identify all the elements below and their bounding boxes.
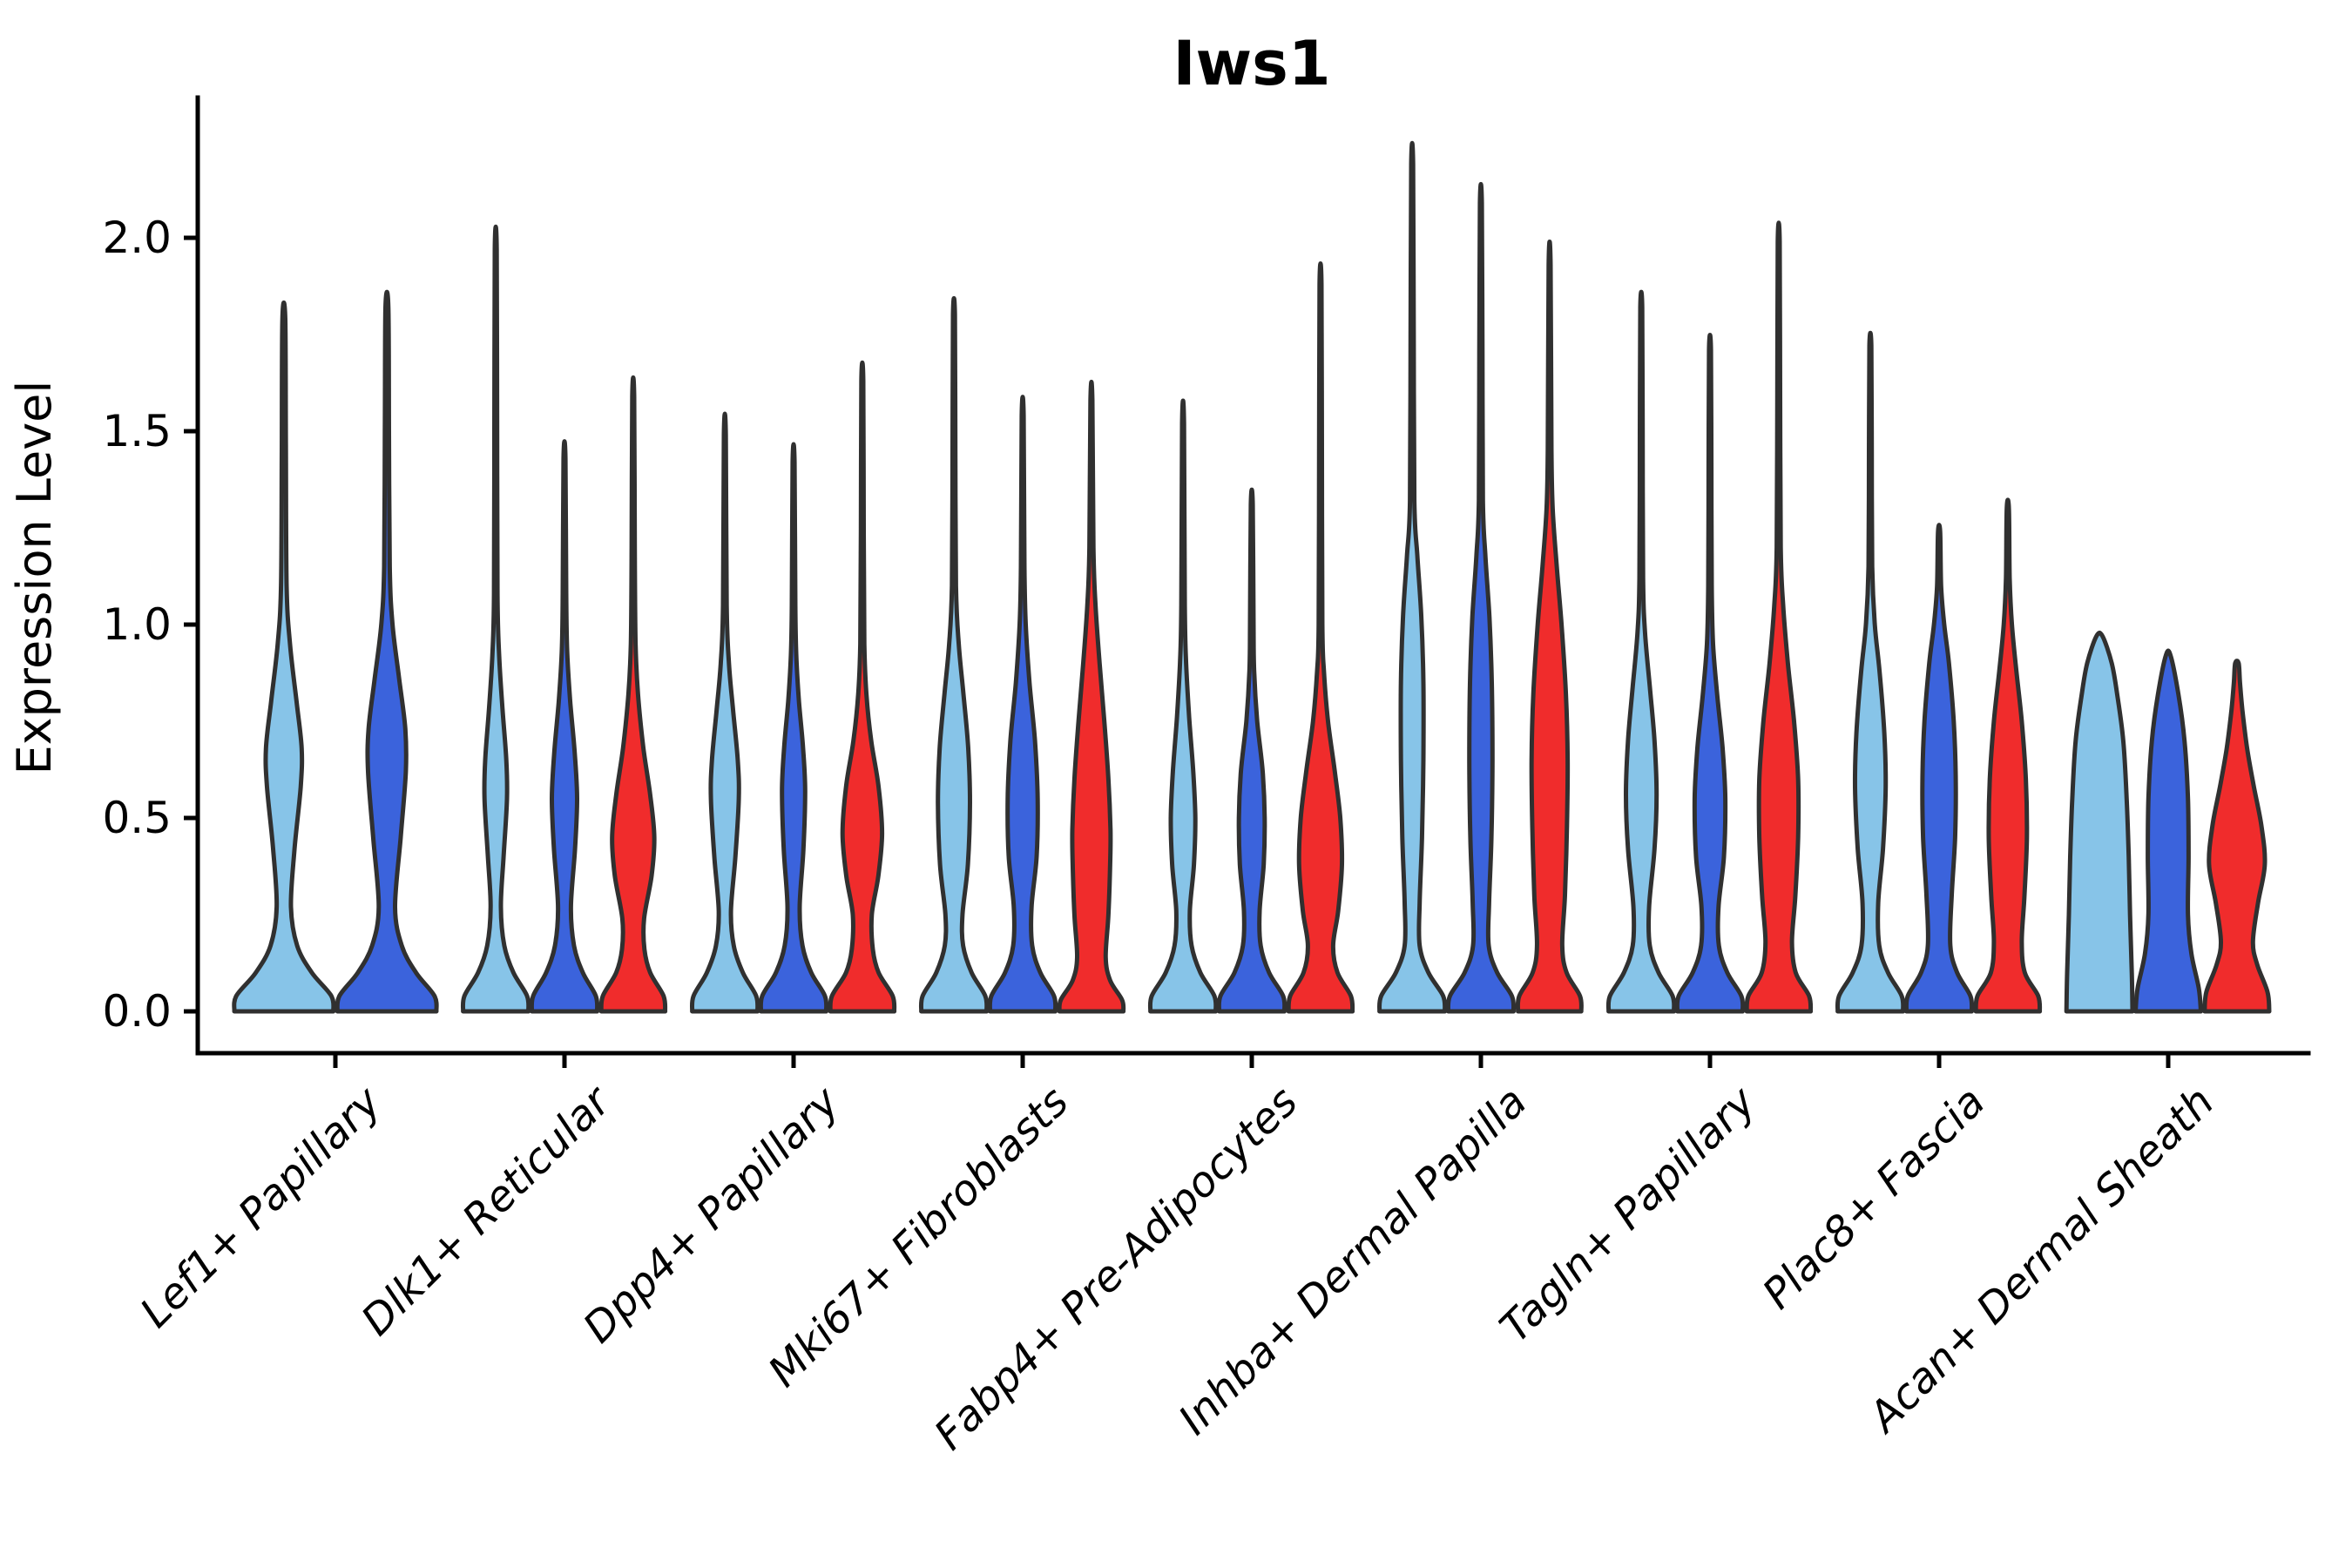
violin-light_blue-plac8-fascia [1835, 330, 1906, 1014]
violin-light_blue-dlk1-reticular [460, 225, 531, 1014]
x-tick-label-dlk1-reticular: Dlk1+ Reticular [352, 1076, 622, 1346]
violin-light_blue-inhba-dermal-papilla [1377, 141, 1448, 1014]
x-tick-label-plac8-fascia: Plac8+ Fascia [1754, 1078, 1995, 1319]
y-tick-label: 0.0 [102, 986, 172, 1037]
y-tick-label: 0.5 [102, 793, 172, 843]
violin-red-acan-dermal-sheath [2202, 659, 2272, 1014]
violin-red-inhba-dermal-papilla [1515, 240, 1584, 1014]
violin-dark_blue-inhba-dermal-papilla [1445, 181, 1517, 1014]
violin-red-fabp4-pre-adipocytes [1286, 261, 1355, 1014]
violin-dark_blue-dpp4-papillary [758, 442, 829, 1014]
violin-light_blue-tagln-papillary [1605, 289, 1677, 1014]
violin-red-tagln-papillary [1744, 220, 1814, 1014]
violin-red-mki67-fibroblasts [1057, 379, 1126, 1014]
violin-dark_blue-acan-dermal-sheath [2133, 648, 2203, 1014]
violin-light_blue-acan-dermal-sheath [2064, 631, 2135, 1014]
violin-dark_blue-plac8-fascia [1903, 523, 1975, 1014]
plot-title: Iws1 [1173, 28, 1330, 99]
violin-dark_blue-tagln-papillary [1674, 333, 1746, 1014]
violin-light_blue-dpp4-papillary [689, 411, 760, 1014]
x-tick-label-lef1-papillary: Lef1+ Papillary [131, 1077, 391, 1337]
violin-red-plac8-fascia [1973, 497, 2043, 1014]
x-tick-label-dpp4-papillary: Dpp4+ Papillary [574, 1077, 849, 1352]
violin-dark_blue-lef1-papillary [335, 289, 439, 1014]
violin-red-dlk1-reticular [598, 375, 668, 1014]
x-tick-label-tagln-papillary: Tagln+ Papillary [1490, 1077, 1766, 1352]
violin-dark_blue-dlk1-reticular [529, 439, 600, 1014]
y-tick-label: 1.5 [102, 406, 172, 456]
violin-light_blue-mki67-fibroblasts [918, 295, 990, 1014]
violin-light_blue-lef1-papillary [232, 300, 336, 1014]
y-axis-ticks-layer: 0.0 0.5 1.0 1.5 2.0 [102, 213, 198, 1037]
violin-red-dpp4-papillary [828, 360, 897, 1014]
x-tick-label-fabp4-pre-adipocytes: Fabp4+ Pre-Adipocytes [925, 1078, 1308, 1460]
y-tick-label: 2.0 [102, 213, 172, 263]
violin-dark_blue-fabp4-pre-adipocytes [1216, 487, 1288, 1014]
y-tick-label: 1.0 [102, 599, 172, 650]
violin-dark_blue-mki67-fibroblasts [987, 395, 1058, 1014]
y-axis-label: Expression Level [7, 381, 62, 775]
violin-light_blue-fabp4-pre-adipocytes [1147, 398, 1219, 1014]
violin-shapes-layer [232, 141, 2272, 1014]
